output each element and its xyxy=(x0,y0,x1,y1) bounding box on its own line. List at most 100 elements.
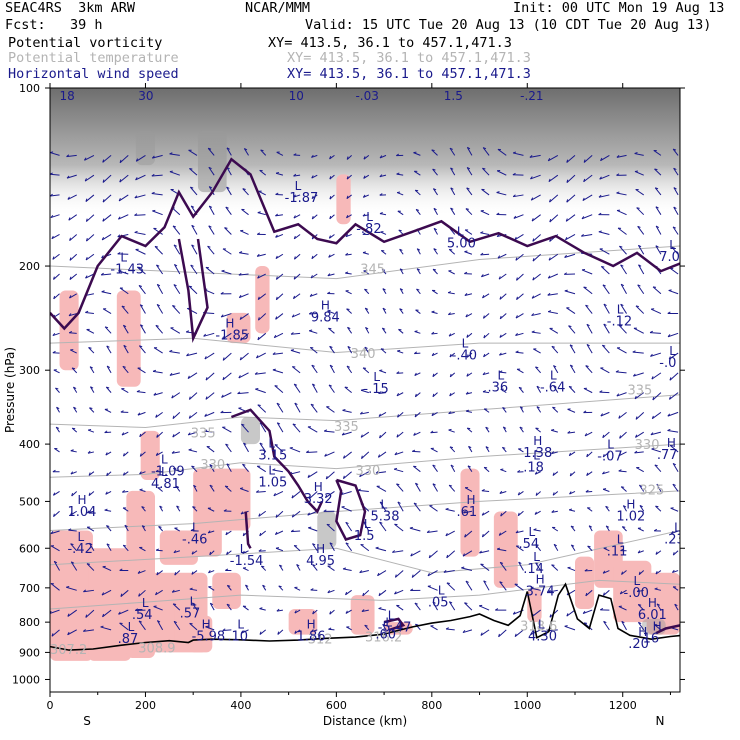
wind-vector xyxy=(672,463,679,472)
wind-vector-head xyxy=(615,370,619,373)
wind-vector xyxy=(136,154,146,162)
extremum-letter: L xyxy=(240,542,247,556)
wind-vector-head xyxy=(345,610,348,614)
wind-vector xyxy=(656,483,662,492)
wind-vector xyxy=(633,372,644,377)
wind-vector xyxy=(138,620,146,631)
wind-vector xyxy=(328,384,335,393)
extremum-letter: L xyxy=(669,238,676,252)
wind-vector xyxy=(173,621,181,631)
wind-vector-head xyxy=(363,175,366,179)
wind-vector xyxy=(566,609,576,617)
wind-vector xyxy=(256,352,266,359)
wind-vector xyxy=(50,530,60,535)
wind-vector xyxy=(122,490,129,493)
extremum-letter: H xyxy=(667,436,676,450)
wind-vector xyxy=(186,352,198,357)
wind-vector-head xyxy=(668,356,671,360)
wind-vector-head xyxy=(466,354,469,358)
wind-vector xyxy=(449,147,456,156)
wind-vector xyxy=(499,352,507,356)
theta-label: 345 xyxy=(360,263,385,278)
wind-vector xyxy=(450,167,456,176)
wind-vector xyxy=(429,505,438,512)
wind-vector-head xyxy=(240,630,244,634)
wind-vector xyxy=(239,313,249,320)
wind-vector xyxy=(311,364,318,374)
wind-vector-head xyxy=(84,178,87,182)
wind-vector xyxy=(616,192,627,196)
wind-vector xyxy=(536,385,542,393)
wind-vector-head xyxy=(238,294,242,298)
wind-vector xyxy=(413,502,421,512)
wind-vector-head xyxy=(482,147,487,150)
wind-vector xyxy=(329,346,335,354)
theta-contour-line xyxy=(50,530,680,574)
wind-vector-head xyxy=(672,148,677,151)
wind-vector xyxy=(311,154,318,158)
wind-vector xyxy=(468,446,473,453)
wind-vector-head xyxy=(273,493,276,497)
wind-vector-head xyxy=(310,275,313,279)
wind-vector-head xyxy=(208,570,211,574)
wind-vector-head xyxy=(649,330,653,334)
wind-vector xyxy=(346,308,352,314)
wind-vector xyxy=(255,388,266,394)
wind-vector-head xyxy=(345,234,349,238)
wind-vector-head xyxy=(531,313,535,316)
wind-vector-head xyxy=(447,291,452,294)
wind-vector xyxy=(121,431,129,436)
wind-vector xyxy=(587,507,593,512)
wind-vector-head xyxy=(312,383,316,386)
wind-vector-head xyxy=(585,592,588,597)
extremum-letter: H xyxy=(648,596,657,610)
x-tick-label: 1200 xyxy=(609,699,637,712)
wind-vector xyxy=(329,364,335,374)
wind-vector-head xyxy=(566,159,569,163)
wind-vector-head xyxy=(292,295,296,299)
wind-vector xyxy=(188,285,198,295)
wind-vector xyxy=(70,510,77,516)
wind-vector-head xyxy=(449,373,452,378)
model-title: SEAC4RS 3km ARW xyxy=(5,0,136,16)
wind-vector-head xyxy=(329,364,333,368)
wind-vector-head xyxy=(673,187,677,190)
wind-vector-head xyxy=(308,495,311,499)
wind-vector-head xyxy=(379,501,384,504)
wind-vector-head xyxy=(656,483,660,487)
terrain-surface xyxy=(50,582,680,651)
wind-vector-head xyxy=(71,561,75,564)
wind-vector xyxy=(409,527,421,532)
wind-vector-head xyxy=(83,589,87,593)
wind-vector xyxy=(465,313,473,318)
wind-vector-head xyxy=(294,610,297,614)
wind-vector xyxy=(293,383,301,393)
wind-vector xyxy=(69,273,78,280)
wind-vector-head xyxy=(620,303,624,307)
wind-vector xyxy=(188,431,198,436)
wind-vector xyxy=(102,566,112,571)
wind-vector xyxy=(602,451,610,458)
wind-vector-head xyxy=(257,317,260,321)
wind-vector-head xyxy=(654,168,658,171)
wind-vector-head xyxy=(205,396,208,400)
wind-vector-head xyxy=(621,571,624,575)
extremum-value: 5.38 xyxy=(371,510,400,525)
wind-vector xyxy=(172,603,181,611)
wind-vector xyxy=(104,408,112,413)
wind-vector-head xyxy=(650,353,653,357)
wind-vector-head xyxy=(155,548,160,551)
wind-vector-head xyxy=(467,465,471,468)
wind-vector xyxy=(105,491,112,495)
wind-vector xyxy=(586,344,593,354)
wind-vector-head xyxy=(205,625,209,628)
wind-vector xyxy=(121,305,129,314)
wind-vector xyxy=(499,562,507,571)
theta-contour-line xyxy=(50,245,680,280)
wind-vector xyxy=(375,547,387,552)
wind-vector xyxy=(346,174,352,180)
wind-vector xyxy=(599,391,610,394)
wind-vector-head xyxy=(50,193,53,197)
wind-vector xyxy=(446,628,455,631)
wind-vector-head xyxy=(275,255,278,259)
